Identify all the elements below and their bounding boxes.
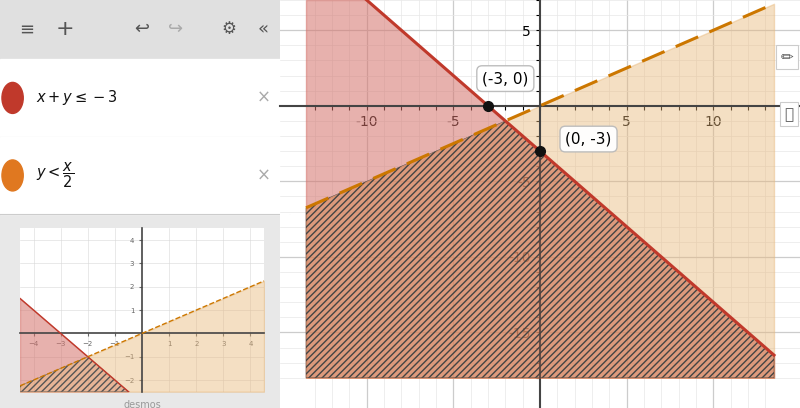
Bar bbox=[0, 137, 280, 214]
Text: (0, -3): (0, -3) bbox=[566, 131, 612, 146]
Bar bbox=[0, 0, 280, 59]
Circle shape bbox=[2, 82, 23, 113]
Bar bbox=[0, 59, 280, 137]
Text: ⚙: ⚙ bbox=[221, 20, 236, 38]
Text: ↪: ↪ bbox=[168, 20, 183, 38]
Text: «: « bbox=[258, 20, 269, 38]
Text: (-3, 0): (-3, 0) bbox=[482, 71, 529, 86]
Text: ×: × bbox=[256, 166, 270, 184]
Text: $y<\dfrac{x}{2}$: $y<\dfrac{x}{2}$ bbox=[37, 161, 74, 190]
Text: ✏: ✏ bbox=[781, 50, 794, 64]
Text: 🏠: 🏠 bbox=[785, 107, 794, 122]
Text: ↩: ↩ bbox=[134, 20, 150, 38]
Text: ×: × bbox=[256, 89, 270, 107]
Text: ≡: ≡ bbox=[19, 20, 34, 38]
Circle shape bbox=[2, 160, 23, 191]
Text: $x+y\leq -3$: $x+y\leq -3$ bbox=[37, 89, 118, 107]
Text: +: + bbox=[56, 19, 74, 40]
Text: desmos: desmos bbox=[123, 400, 161, 408]
